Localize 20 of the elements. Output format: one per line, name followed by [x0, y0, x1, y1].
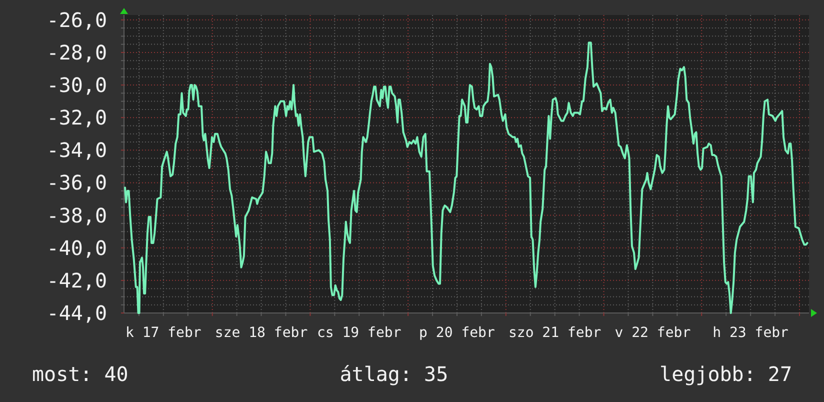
text: legjobb: 27: [660, 362, 792, 386]
y-tick-label: -26,0: [46, 8, 107, 32]
y-tick-label: -38,0: [46, 203, 107, 228]
y-tick-label: -40,0: [46, 236, 107, 260]
y-tick-label: -42,0: [46, 268, 107, 292]
x-tick-label: p 20 febr: [419, 325, 495, 341]
y-tick-label: -36,0: [46, 170, 107, 195]
x-tick-label: v 22 febr: [614, 325, 691, 341]
y-tick-label: -34,0: [46, 138, 107, 162]
x-tick-label: h 23 febr: [712, 325, 788, 341]
text: most: 40: [32, 362, 128, 386]
y-tick-label: -30,0: [46, 73, 107, 98]
x-tick-label: k 17 febr: [125, 325, 202, 341]
y-tick-label: -32,0: [46, 106, 107, 130]
text: átlag: 35: [340, 362, 448, 386]
x-tick-label: sze 18 febr: [214, 325, 308, 341]
y-tick-label: -28,0: [46, 40, 107, 64]
x-tick-label: szo 21 febr: [508, 325, 602, 341]
y-tick-label: -44,0: [46, 301, 107, 325]
x-tick-label: cs 19 febr: [316, 325, 402, 341]
